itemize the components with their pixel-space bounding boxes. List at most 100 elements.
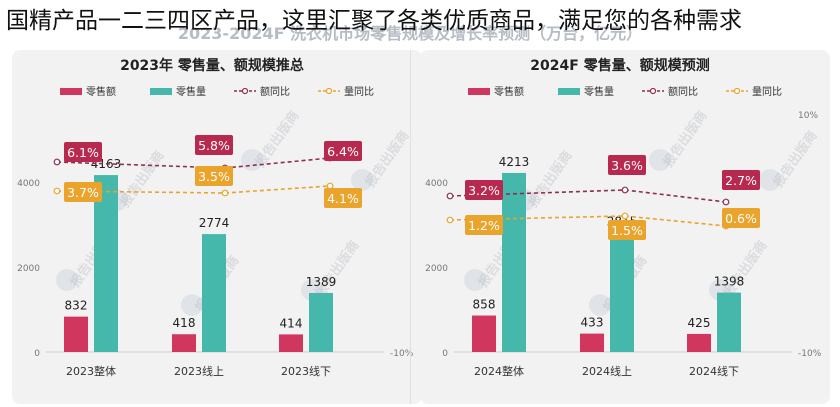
category-label-1: 2024整体 [474, 364, 524, 378]
legend-label-3: 额同比 [668, 85, 698, 98]
legend-label-3: 额同比 [260, 85, 290, 98]
chart-panel-2024: 2024F 零售量、额规模预测 零售额 零售量 额同比 量同比 0 2000 4000 10% -… [420, 50, 830, 404]
bar-amount-label-3: 414 [280, 316, 303, 330]
legend-label-2: 零售量 [176, 85, 206, 98]
line-label-bg-1-2 [608, 155, 646, 175]
watermark-seal-icon [649, 149, 671, 171]
bar-amount-1 [64, 316, 88, 352]
category-label-3: 2023线下 [281, 364, 331, 378]
watermark-seal-icon [351, 169, 373, 191]
watermark-seal-icon [56, 269, 78, 291]
line-label-1-1: 3.2% [468, 183, 500, 198]
y2-tick-label: -10% [798, 349, 822, 359]
line-label-bg-2-2 [608, 220, 646, 240]
category-label-2: 2024线上 [582, 364, 632, 378]
watermark-text: 报告出版商 [525, 148, 575, 210]
watermark-text: 报告出版商 [770, 128, 820, 190]
y-tick-label: 2000 [17, 264, 40, 274]
line-label-bg-2-2 [195, 166, 233, 186]
line-label-bg-1-1 [465, 180, 503, 200]
bar-volume-3 [309, 292, 333, 352]
bar-amount-2 [172, 334, 196, 352]
category-label-2: 2023线上 [174, 364, 224, 378]
chart-banner-title: 2023-2024F 洗衣机市场零售规模及增长率预测（万台，亿元） [177, 24, 643, 43]
bar-amount-label-2: 433 [581, 316, 604, 330]
bar-amount-1 [472, 315, 496, 352]
category-label-1: 2023整体 [66, 364, 116, 378]
bar-volume-2 [610, 232, 634, 352]
bar-amount-2 [580, 333, 604, 352]
watermark-text: 报告出版商 [312, 238, 362, 300]
legend-marker-3 [649, 87, 657, 95]
line-label-bg-2-1 [64, 182, 102, 202]
bar-volume-label-1: 4213 [499, 155, 530, 169]
line-label-2-3: 4.1% [327, 191, 359, 206]
watermark-text: 报告出版商 [362, 128, 412, 190]
line-label-1-2: 3.6% [611, 158, 643, 173]
bar-volume-label-3: 1398 [714, 275, 745, 289]
bar-amount-3 [687, 333, 711, 352]
line-point-1-2 [621, 186, 629, 194]
line-label-bg-2-3 [324, 188, 362, 208]
line-label-2-2: 1.5% [611, 223, 643, 238]
line-label-2-1: 3.7% [67, 185, 99, 200]
bar-volume-1 [502, 172, 526, 352]
y-tick-label: 4000 [17, 179, 40, 189]
legend-label-4: 量同比 [344, 86, 374, 98]
legend-label-2: 零售量 [584, 85, 614, 98]
bar-amount-label-2: 418 [173, 316, 196, 330]
bar-volume-label-2: 2774 [199, 216, 230, 230]
category-label-3: 2024线下 [689, 364, 739, 378]
bar-amount-label-1: 858 [473, 298, 496, 312]
panel-divider [410, 50, 411, 404]
bar-amount-label-1: 832 [65, 299, 88, 313]
line-label-bg-1-3 [722, 170, 760, 190]
line-label-2-3: 0.6% [725, 211, 757, 226]
watermark-seal-icon [759, 169, 781, 191]
line-label-1-2: 5.8% [198, 138, 230, 153]
y2-tick-label: 10% [798, 111, 818, 121]
bar-amount-3 [279, 334, 303, 352]
line-label-bg-1-3 [324, 141, 362, 161]
bar-volume-1 [94, 175, 118, 352]
watermark-seal-icon [589, 294, 611, 316]
watermark-seal-icon [181, 294, 203, 316]
legend-swatch-1 [468, 88, 490, 95]
line-label-bg-2-1 [465, 215, 503, 235]
line-point-1-1 [446, 192, 454, 200]
watermark-text: 报告出版商 [117, 148, 167, 210]
legend-label-1: 零售额 [86, 85, 116, 98]
line-label-2-2: 3.5% [198, 169, 230, 184]
legend-swatch-2 [558, 88, 580, 95]
legend-marker-3 [241, 87, 249, 95]
bar-amount-label-3: 425 [688, 316, 711, 330]
line-label-bg-1-1 [64, 142, 102, 162]
bar-volume-3 [717, 292, 741, 352]
page-headline: 国精产品一二三四区产品，这里汇聚了各类优质商品，满足您的各种需求 [6, 8, 742, 34]
chart-title: 2024F 零售量、额规模预测 [530, 57, 709, 74]
chart-panel-2023: 2023年 零售量、额规模推总 零售额 零售量 额同比 量同比 0 2000 4000 -10%… [12, 50, 422, 404]
line-point-2-1 [53, 187, 61, 195]
line-point-2-2 [221, 189, 229, 197]
line-label-1-3: 6.4% [327, 144, 359, 159]
y2-tick-label: -10% [390, 349, 414, 359]
line-label-2-1: 1.2% [468, 218, 500, 233]
line-point-1-1 [53, 158, 61, 166]
y-tick-label: 2000 [425, 264, 448, 274]
y-tick-label: 4000 [425, 179, 448, 189]
line-label-bg-1-2 [195, 135, 233, 155]
line-point-2-1 [446, 216, 454, 224]
y-tick-label: 0 [442, 349, 448, 359]
bar-volume-2 [202, 234, 226, 352]
watermark-text: 报告出版商 [660, 108, 710, 170]
line-point-2-2 [621, 212, 629, 220]
y-tick-label: 0 [34, 349, 40, 359]
watermark-text: 报告出版商 [720, 238, 770, 300]
legend-marker-4 [325, 87, 333, 95]
watermark-seal-icon [464, 269, 486, 291]
legend-marker-4 [733, 87, 741, 95]
line-point-2-3 [326, 182, 334, 190]
line-label-bg-2-3 [722, 208, 760, 228]
legend-label-1: 零售额 [494, 85, 524, 98]
